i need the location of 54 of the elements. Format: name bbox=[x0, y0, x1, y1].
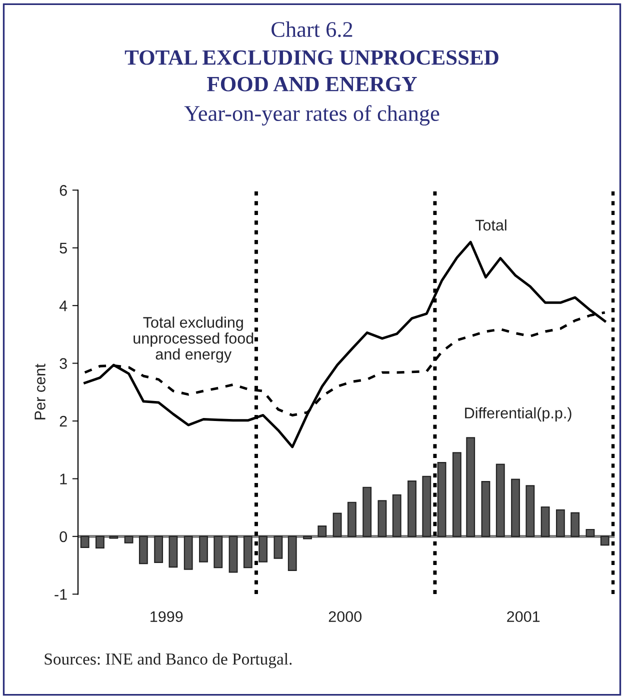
series-label: Differential(p.p.) bbox=[465, 407, 572, 422]
y-tick-label: 5 bbox=[60, 242, 67, 254]
y-tick-label: -1 bbox=[54, 589, 67, 600]
bar bbox=[378, 500, 387, 537]
bar bbox=[138, 536, 148, 564]
bar bbox=[526, 485, 535, 537]
x-tick-label: 1999 bbox=[150, 611, 183, 622]
bar bbox=[392, 494, 402, 537]
chart-subtitle: Year-on-year rates of change bbox=[184, 105, 440, 126]
source-note: Sources: INE and Banco de Portugal. bbox=[44, 652, 292, 668]
x-tick-label: 2000 bbox=[328, 611, 362, 622]
y-tick-label: 4 bbox=[59, 300, 68, 312]
bar bbox=[243, 536, 252, 568]
bar bbox=[258, 536, 268, 562]
bar bbox=[199, 536, 208, 562]
series-label: Total excluding unprocessed food and energy bbox=[134, 316, 254, 363]
bar bbox=[466, 437, 476, 537]
y-tick-label: 6 bbox=[60, 184, 67, 196]
bar bbox=[184, 536, 193, 570]
bar bbox=[303, 536, 312, 540]
bar bbox=[408, 480, 416, 537]
chart-title: TOTAL EXCLUDING UNPROCESSED FOOD AND ENERGY bbox=[124, 50, 498, 92]
bar bbox=[362, 486, 372, 537]
bar bbox=[168, 536, 178, 568]
bar bbox=[318, 525, 327, 537]
y-tick-label: 2 bbox=[60, 416, 67, 427]
bar bbox=[586, 528, 595, 537]
x-tick-label: 2001 bbox=[507, 611, 540, 622]
bar bbox=[452, 452, 462, 537]
bar bbox=[288, 536, 297, 572]
bar bbox=[496, 464, 505, 537]
bar bbox=[80, 536, 90, 548]
y-tick-label: 3 bbox=[60, 358, 67, 369]
bar bbox=[347, 502, 356, 537]
bar bbox=[124, 536, 134, 544]
y-tick-label: 0 bbox=[60, 531, 67, 542]
bar bbox=[570, 512, 580, 537]
bar bbox=[154, 536, 164, 563]
bar bbox=[96, 536, 104, 549]
bar bbox=[214, 536, 223, 568]
bar bbox=[540, 506, 550, 537]
bar bbox=[481, 481, 490, 537]
bar bbox=[422, 476, 432, 537]
bar bbox=[600, 536, 610, 546]
y-tick-label: 1 bbox=[60, 474, 67, 484]
bar bbox=[511, 478, 520, 537]
series-label: Total bbox=[475, 219, 506, 231]
bar bbox=[274, 536, 283, 559]
y-axis-title: Per cent bbox=[34, 364, 46, 420]
bar bbox=[437, 462, 446, 537]
bar bbox=[556, 509, 565, 537]
bar bbox=[332, 512, 342, 537]
bar bbox=[228, 536, 238, 573]
caption: Chart 6.2 bbox=[272, 21, 352, 38]
